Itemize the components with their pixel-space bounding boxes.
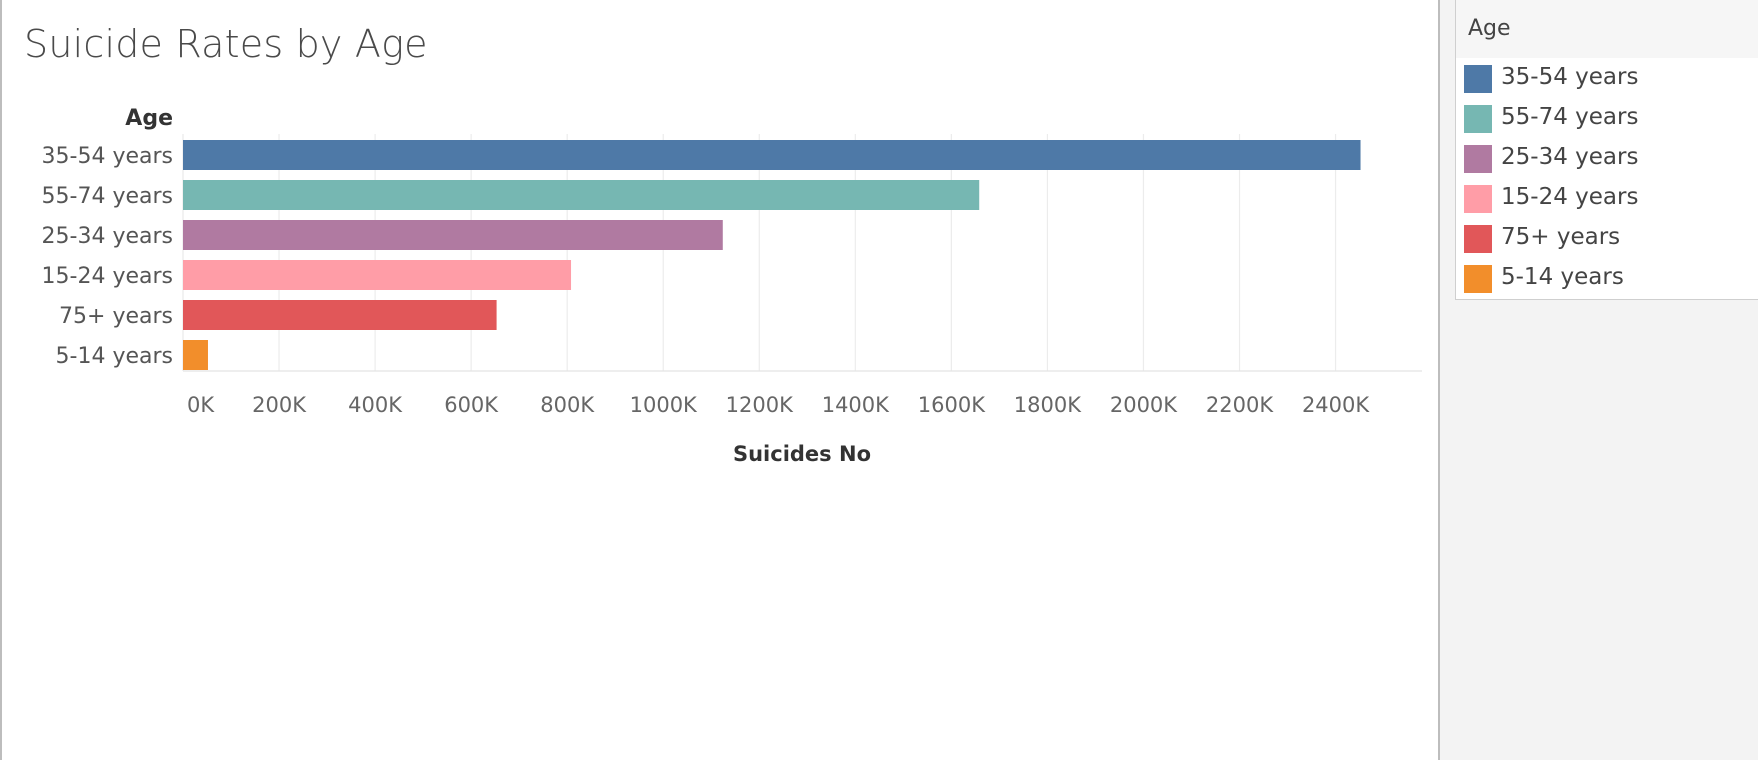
legend-swatch: [1464, 265, 1492, 293]
x-tick-label: 1200K: [726, 393, 794, 417]
legend-title: Age: [1456, 0, 1758, 58]
legend-swatch: [1464, 225, 1492, 253]
legend-label: 75+ years: [1501, 224, 1621, 250]
x-tick-label: 2200K: [1206, 393, 1274, 417]
legend-item[interactable]: 75+ years: [1456, 218, 1758, 258]
bar: [183, 220, 723, 250]
y-axis-header: Age: [125, 106, 173, 131]
category-label: 35-54 years: [42, 144, 173, 169]
category-label: 55-74 years: [42, 184, 173, 209]
bar: [183, 300, 497, 330]
bar: [183, 180, 980, 210]
bar: [183, 140, 1361, 170]
category-label: 25-34 years: [42, 224, 173, 249]
legend-items: 35-54 years 55-74 years 25-34 years 15-2…: [1456, 58, 1758, 298]
legend-item[interactable]: 25-34 years: [1456, 138, 1758, 178]
x-tick-label: 1400K: [822, 393, 890, 417]
x-tick-label: 200K: [252, 393, 307, 417]
legend-item[interactable]: 55-74 years: [1456, 98, 1758, 138]
color-legend: Age 35-54 years 55-74 years 25-34 years …: [1455, 0, 1758, 300]
x-tick-label: 2400K: [1302, 393, 1370, 417]
legend-item[interactable]: 35-54 years: [1456, 58, 1758, 98]
x-axis-title: Suicides No: [733, 442, 871, 466]
x-tick-label: 400K: [348, 393, 403, 417]
x-tick-label: 2000K: [1110, 393, 1178, 417]
legend-item[interactable]: 5-14 years: [1456, 258, 1758, 298]
legend-item[interactable]: 15-24 years: [1456, 178, 1758, 218]
x-tick-label: 1000K: [630, 393, 698, 417]
legend-swatch: [1464, 65, 1492, 93]
category-label: 5-14 years: [56, 344, 173, 369]
legend-label: 25-34 years: [1501, 144, 1639, 170]
legend-swatch: [1464, 185, 1492, 213]
chart-title: Suicide Rates by Age: [24, 22, 428, 66]
legend-swatch: [1464, 145, 1492, 173]
legend-label: 15-24 years: [1501, 184, 1639, 210]
legend-label: 5-14 years: [1501, 264, 1624, 290]
bar: [183, 260, 572, 290]
x-tick-label: 0K: [187, 393, 215, 417]
legend-label: 55-74 years: [1501, 104, 1639, 130]
bar-chart: Age 35-54 years 55-74 years 25-34 years 15-2…: [42, 106, 1422, 466]
x-tick-label: 1800K: [1014, 393, 1082, 417]
viz-pane: Suicide Rates by Age Age 35-54 years 55-74…: [0, 0, 1440, 760]
legend-swatch: [1464, 105, 1492, 133]
category-label: 75+ years: [59, 304, 173, 329]
bar: [183, 340, 208, 370]
category-label: 15-24 years: [42, 264, 173, 289]
x-tick-label: 1600K: [918, 393, 986, 417]
x-tick-label: 800K: [540, 393, 595, 417]
x-tick-label: 600K: [444, 393, 499, 417]
side-pane: Age 35-54 years 55-74 years 25-34 years …: [1440, 0, 1758, 760]
legend-label: 35-54 years: [1501, 64, 1639, 90]
